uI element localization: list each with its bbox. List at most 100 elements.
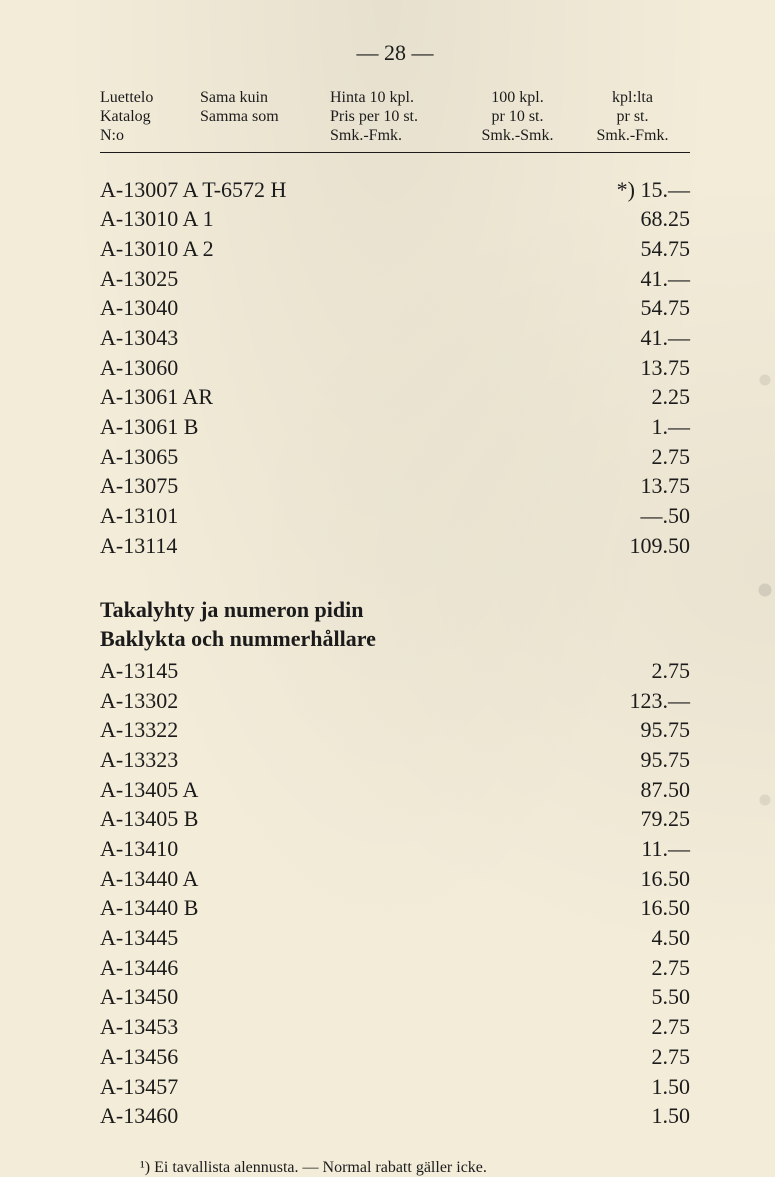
table-row: A-134571.50 (100, 1072, 690, 1102)
price-value: 54.75 (570, 293, 690, 323)
catalog-number: A-13060 (100, 353, 178, 383)
catalog-number: A-13145 (100, 656, 178, 686)
catalog-number: A-13322 (100, 715, 178, 745)
header-cell: Sama kuin (200, 88, 330, 107)
price-value: 2.75 (570, 1012, 690, 1042)
header-cell: Samma som (200, 107, 330, 126)
table-row: A-13060 13.75 (100, 353, 690, 383)
catalog-number: A-13440 B (100, 893, 198, 923)
header-cell: Pris per 10 st. (330, 107, 460, 126)
table-row: A-13010 A 254.75 (100, 234, 690, 264)
header-cell: Smk.-Fmk. (330, 126, 460, 145)
header-cell: 100 kpl. (460, 88, 575, 107)
table-row: A-13065 2.75 (100, 442, 690, 472)
catalog-number: A-13456 (100, 1042, 178, 1072)
price-value: 41.— (570, 264, 690, 294)
table-row: A-13010 A 1 68.25 (100, 204, 690, 234)
table-row: A-13445 4.50 (100, 923, 690, 953)
catalog-number: A-13061 B (100, 412, 198, 442)
section-title-line: Baklykta och nummerhållare (100, 624, 690, 654)
table-row: A-13405 A 87.50 (100, 775, 690, 805)
catalog-number: A-13025 (100, 264, 178, 294)
header-cell: N:o (100, 126, 200, 145)
catalog-number: A-13440 A (100, 864, 198, 894)
price-value: 2.25 (570, 382, 690, 412)
catalog-number: A-13302 (100, 686, 178, 716)
catalog-number: A-13405 A (100, 775, 198, 805)
price-value: 95.75 (570, 715, 690, 745)
catalog-number: A-13453 (100, 1012, 178, 1042)
price-value: 2.75 (570, 442, 690, 472)
price-value: 16.50 (570, 864, 690, 894)
section-title: Takalyhty ja numeron pidin Baklykta och … (100, 595, 690, 654)
header-cell: pr 10 st. (460, 107, 575, 126)
price-value: 11.— (570, 834, 690, 864)
header-cell: Hinta 10 kpl. (330, 88, 460, 107)
header-cell: Luettelo (100, 88, 200, 107)
header-cell: kpl:lta (575, 88, 690, 107)
table-row: A-13025 41.— (100, 264, 690, 294)
catalog-number: A-13446 (100, 953, 178, 983)
catalog-number: A-13410 (100, 834, 178, 864)
table-row: A-13410 11.— (100, 834, 690, 864)
table-header: Luettelo Katalog N:o Sama kuin Samma som… (100, 88, 690, 146)
table-row: A-13145 2.75 (100, 656, 690, 686)
page-number: — 28 — (100, 40, 690, 66)
table-row: A-13114109.50 (100, 531, 690, 561)
price-value: 41.— (570, 323, 690, 353)
table-row: A-13456 2.75 (100, 1042, 690, 1072)
table-row: A-1307513.75 (100, 471, 690, 501)
catalog-number: A-13040 (100, 293, 178, 323)
price-value: 2.75 (570, 656, 690, 686)
price-value: 2.75 (570, 1042, 690, 1072)
header-cell: Smk.-Fmk. (575, 126, 690, 145)
price-value: 16.50 (570, 893, 690, 923)
catalog-number: A-13457 (100, 1072, 178, 1102)
price-rows-1: A-13007 A T-6572 H *) 15.— A-13010 A 1 68.2… (100, 175, 690, 561)
section-title-line: Takalyhty ja numeron pidin (100, 595, 690, 625)
price-value: 4.50 (570, 923, 690, 953)
table-row: A-13440 B 16.50 (100, 893, 690, 923)
price-value: 5.50 (570, 982, 690, 1012)
table-row: A-134462.75 (100, 953, 690, 983)
page: — 28 — Luettelo Katalog N:o Sama kuin Sa… (0, 0, 775, 1137)
price-value: *) 15.— (570, 175, 690, 205)
table-row: A-13440 A 16.50 (100, 864, 690, 894)
catalog-number: A-13010 A 1 (100, 204, 214, 234)
header-cell: Smk.-Smk. (460, 126, 575, 145)
table-row: A-13061 B 1.— (100, 412, 690, 442)
price-value: 13.75 (570, 471, 690, 501)
table-row: A-13040 54.75 (100, 293, 690, 323)
price-value: 13.75 (570, 353, 690, 383)
price-value: 1.50 (570, 1101, 690, 1131)
price-value: 68.25 (570, 204, 690, 234)
table-row: A-13405 B 79.25 (100, 804, 690, 834)
catalog-number: A-13007 A T-6572 H (100, 175, 286, 205)
header-col-1: Luettelo Katalog N:o (100, 88, 200, 146)
table-row: A-13460 1.50 (100, 1101, 690, 1131)
price-rows-2: A-131452.75A-13302123.—A-1332295.75A-133… (100, 656, 690, 1131)
catalog-number: A-13460 (100, 1101, 178, 1131)
price-value: 1.— (570, 412, 690, 442)
catalog-number: A-13061 AR (100, 382, 213, 412)
catalog-number: A-13010 A 2 (100, 234, 214, 264)
header-rule (100, 152, 690, 153)
price-value: 95.75 (570, 745, 690, 775)
header-col-2: Sama kuin Samma som (200, 88, 330, 146)
table-row: A-13061 AR 2.25 (100, 382, 690, 412)
footnote: ¹) Ei tavallista alennusta. — Normal rab… (100, 1159, 690, 1177)
catalog-number: A-13065 (100, 442, 178, 472)
catalog-number: A-13114 (100, 531, 177, 561)
catalog-number: A-13450 (100, 982, 178, 1012)
price-value: 87.50 (570, 775, 690, 805)
price-value: —.50 (570, 501, 690, 531)
catalog-number: A-13445 (100, 923, 178, 953)
price-value: 79.25 (570, 804, 690, 834)
table-row: A-13450 5.50 (100, 982, 690, 1012)
table-row: A-13101—.50 (100, 501, 690, 531)
catalog-number: A-13405 B (100, 804, 198, 834)
table-row: A-13007 A T-6572 H *) 15.— (100, 175, 690, 205)
header-col-3: Hinta 10 kpl. Pris per 10 st. Smk.-Fmk. (330, 88, 460, 146)
header-col-4: 100 kpl. pr 10 st. Smk.-Smk. (460, 88, 575, 146)
header-cell: pr st. (575, 107, 690, 126)
